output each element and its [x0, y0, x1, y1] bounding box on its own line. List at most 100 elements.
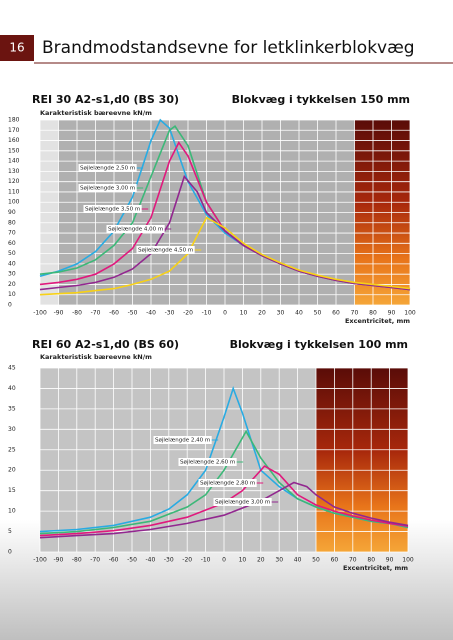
- x-tick-label: 0: [222, 557, 226, 564]
- y-tick-label: 140: [8, 158, 20, 165]
- y-tick-label: 30: [8, 426, 16, 433]
- y-tick-label: 120: [8, 178, 20, 185]
- x-tick-label: 90: [388, 310, 396, 317]
- x-tick-label: -70: [90, 557, 100, 564]
- series-label: Søjlelængde 3,50 m: [85, 207, 140, 213]
- x-tick-label: -30: [164, 557, 174, 564]
- y-tick-label: 80: [8, 219, 16, 226]
- series-label: Søjlelængde 3,00 m: [80, 186, 135, 192]
- x-tick-label: -10: [201, 557, 211, 564]
- y-tick-label: 5: [8, 528, 12, 535]
- x-tick-label: -100: [33, 557, 47, 564]
- series-label-box: [136, 246, 195, 254]
- series-label: Søjlelængde 4,50 m: [138, 248, 193, 254]
- x-tick-label: 70: [349, 557, 357, 564]
- x-tick-label: 90: [386, 557, 394, 564]
- y-tick-label: 100: [8, 199, 20, 206]
- y-tick-label: 10: [8, 508, 16, 515]
- x-tick-label: -70: [91, 310, 101, 317]
- series-label-box: [178, 458, 237, 466]
- series-label: Søjlelængde 4,00 m: [108, 227, 163, 233]
- y-tick-label: 0: [8, 549, 12, 556]
- x-tick-label: 80: [367, 557, 375, 564]
- series-label-box: [83, 205, 142, 213]
- x-tick-label: -50: [128, 310, 138, 317]
- x-tick-label: -50: [127, 557, 137, 564]
- x-tick-label: 10: [240, 310, 248, 317]
- x-tick-label: 40: [295, 310, 303, 317]
- page-number-box: [0, 35, 34, 61]
- y-tick-label: 50: [8, 250, 16, 257]
- x-tick-label: -60: [109, 310, 119, 317]
- series-label: Søjlelængde 3,00 m: [215, 500, 270, 506]
- x-axis-label: Excentricitet, mm: [343, 564, 408, 572]
- x-tick-label: 50: [314, 310, 322, 317]
- x-tick-label: -20: [182, 557, 192, 564]
- y-tick-label: 150: [8, 147, 20, 154]
- x-tick-label: -80: [72, 310, 82, 317]
- chart-subtitle: Blokvæg i tykkelsen 150 mm: [232, 93, 410, 106]
- x-tick-label: 100: [404, 310, 416, 317]
- x-tick-label: -10: [202, 310, 212, 317]
- y-tick-label: 30: [8, 271, 16, 278]
- x-axis-label: Excentricitet, mm: [345, 317, 410, 325]
- series-label: Søjlelængde 2,40 m: [155, 438, 210, 444]
- series-label: Søjlelængde 2,60 m: [180, 460, 235, 466]
- chart-title: REI 30 A2-s1,d0 (BS 30): [32, 93, 179, 106]
- y-tick-label: 20: [8, 467, 16, 474]
- y-axis-label: Karakteristisk bæreevne kN/m: [40, 353, 152, 361]
- page-title: Brandmodstandsevne for letklinkerblokvæg: [42, 38, 415, 58]
- y-tick-label: 40: [8, 260, 16, 267]
- x-tick-label: 20: [258, 310, 266, 317]
- series-label-box: [78, 164, 137, 172]
- y-axis-label: Karakteristisk bæreevne kN/m: [40, 109, 152, 117]
- x-tick-label: -40: [146, 310, 156, 317]
- y-tick-label: 35: [8, 405, 16, 412]
- fire-image: [316, 368, 408, 552]
- page-number: 16: [9, 41, 24, 55]
- series-line: [39, 174, 411, 291]
- x-tick-label: -30: [165, 310, 175, 317]
- x-tick-label: 50: [312, 557, 320, 564]
- x-tick-label: 60: [331, 557, 339, 564]
- y-tick-label: 160: [8, 137, 20, 144]
- x-tick-label: -60: [109, 557, 119, 564]
- series-line: [39, 429, 409, 535]
- series-line: [39, 216, 411, 296]
- y-tick-label: 0: [8, 302, 12, 309]
- series-line: [39, 465, 409, 537]
- y-tick-label: 70: [8, 230, 16, 237]
- x-tick-label: 40: [294, 557, 302, 564]
- series-label: Søjlelængde 2,80 m: [200, 481, 255, 487]
- y-tick-label: 10: [8, 291, 16, 298]
- y-tick-label: 90: [8, 209, 16, 216]
- y-tick-label: 110: [8, 188, 20, 195]
- series-label-box: [198, 479, 257, 487]
- x-tick-label: 30: [275, 557, 283, 564]
- y-tick-label: 60: [8, 240, 16, 247]
- series-label-box: [106, 225, 165, 233]
- x-tick-label: 70: [351, 310, 359, 317]
- series-label-box: [78, 184, 137, 192]
- x-tick-label: -100: [33, 310, 47, 317]
- x-tick-label: 60: [332, 310, 340, 317]
- chart-title: REI 60 A2-s1,d0 (BS 60): [32, 338, 179, 351]
- x-tick-label: 20: [257, 557, 265, 564]
- y-tick-label: 170: [8, 127, 20, 134]
- y-tick-label: 45: [8, 365, 16, 372]
- y-tick-label: 15: [8, 487, 16, 494]
- x-tick-label: -90: [53, 557, 63, 564]
- series-label-box: [213, 498, 272, 506]
- x-tick-label: -90: [54, 310, 64, 317]
- y-tick-label: 180: [8, 117, 20, 124]
- chart-subtitle: Blokvæg i tykkelsen 100 mm: [230, 338, 408, 351]
- charts: REI 30 A2-s1,d0 (BS 30) Blokvæg i tykkels…: [8, 93, 416, 572]
- series-line: [39, 481, 409, 539]
- series-label-box: [153, 436, 212, 444]
- y-tick-label: 130: [8, 168, 20, 175]
- x-tick-label: -80: [72, 557, 82, 564]
- x-tick-label: -40: [145, 557, 155, 564]
- x-tick-label: -20: [183, 310, 193, 317]
- x-tick-label: 0: [223, 310, 227, 317]
